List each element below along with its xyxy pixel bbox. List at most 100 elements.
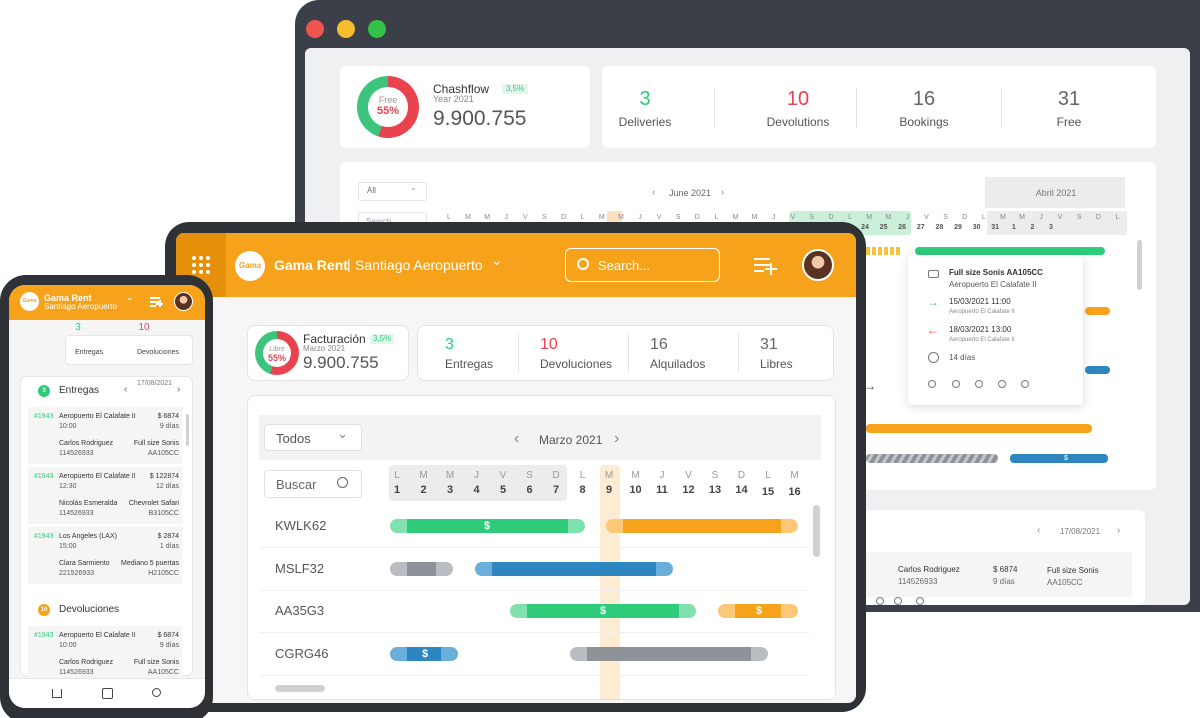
gantt-search-icon: [337, 477, 348, 488]
delivery-item[interactable]: [28, 626, 182, 683]
day-number: 12: [682, 484, 695, 496]
menu-dot: [206, 263, 210, 267]
popup-duration: 14 días: [949, 353, 976, 362]
phone-stats-card: [65, 335, 193, 365]
gantt-search[interactable]: [264, 470, 362, 498]
popup-icon[interactable]: [975, 380, 983, 388]
day-number: 30: [972, 224, 981, 231]
day-letter: S: [526, 470, 533, 481]
filter-dropdown[interactable]: [264, 424, 362, 451]
list-prev: ‹: [1037, 525, 1041, 536]
window-max[interactable]: [368, 20, 386, 38]
list-next: ›: [177, 384, 181, 395]
list-date: 17/08/2021: [137, 380, 173, 387]
add-list-line[interactable]: [754, 258, 770, 260]
popup-icon[interactable]: [998, 380, 1006, 388]
logo-text: Gama: [22, 298, 37, 304]
day-number: 1: [393, 484, 401, 496]
list-icon: [876, 597, 884, 605]
popup-icon[interactable]: [952, 380, 960, 388]
day-letter: M: [631, 470, 640, 481]
item-phone: 114526933: [59, 669, 94, 676]
day-letter: V: [685, 470, 692, 481]
nav-search[interactable]: [152, 688, 161, 697]
ring-label: Free: [378, 95, 398, 106]
delivery-item[interactable]: [28, 467, 182, 524]
delivery-item[interactable]: [28, 407, 182, 464]
item-id: #1943: [34, 473, 54, 480]
count-badge: [38, 385, 50, 397]
in-arrow: ←: [927, 323, 939, 337]
popup-icon[interactable]: [928, 380, 936, 388]
add-list-line[interactable]: [150, 301, 160, 303]
stat-divider: [856, 88, 857, 128]
item-name: Carlos Rodriguez: [59, 659, 114, 666]
day-number: 4: [473, 484, 480, 496]
menu-dot: [199, 270, 203, 274]
search-field[interactable]: [565, 248, 720, 282]
bar-marker: $: [599, 605, 607, 617]
day-letter: M: [732, 214, 739, 221]
add-list-line[interactable]: [754, 264, 770, 266]
item-days: 9 días: [159, 642, 179, 649]
plate: AA35G3: [275, 603, 325, 618]
avatar[interactable]: [802, 249, 834, 281]
day-letter: J: [638, 214, 642, 221]
nav-home[interactable]: [52, 689, 62, 698]
gantt-bar: [915, 247, 1105, 255]
window-close[interactable]: [306, 20, 324, 38]
day-letter: V: [523, 214, 528, 221]
day-number: 31: [991, 224, 1000, 231]
day-letter: M: [999, 214, 1006, 221]
popup-icon[interactable]: [1021, 380, 1029, 388]
delivery-item[interactable]: [28, 527, 182, 584]
search-icon: [577, 258, 589, 270]
add-list-line[interactable]: [150, 305, 156, 307]
today-stripe: [600, 465, 620, 700]
day-letter: D: [561, 214, 567, 221]
location-chevron: ⌄: [491, 252, 503, 268]
section-title: Entregas: [59, 385, 100, 396]
plate: KWLK62: [275, 518, 327, 533]
stat-value: 31: [1057, 88, 1081, 110]
day-letter: V: [924, 214, 929, 221]
booking-bar-core: [527, 604, 679, 618]
tablet-header: [176, 233, 856, 297]
day-number: 7: [552, 484, 560, 496]
add-plus-v: [770, 263, 772, 275]
list-icon: [894, 597, 902, 605]
item-car: Mediano 5 puertas: [121, 560, 179, 567]
day-letter: L: [580, 214, 585, 221]
list-next: ›: [1117, 525, 1121, 536]
add-list-line[interactable]: [754, 270, 764, 272]
day-letter: M: [445, 470, 455, 481]
billing-amount: 9.900.755: [303, 353, 379, 372]
cashflow-badge: 3,5%: [502, 84, 529, 94]
day-number: 2: [420, 484, 427, 496]
item-days: 12 días: [156, 483, 179, 490]
gantt-bar: [1085, 366, 1110, 374]
gantt-bar: [866, 424, 1092, 433]
row-divider: [259, 675, 809, 676]
day-letter: L: [1115, 214, 1120, 221]
stat-label: Entregas: [445, 357, 494, 371]
nav-calendar[interactable]: [102, 688, 113, 699]
item-price: $ 6874: [157, 632, 179, 639]
day-letter: L: [579, 470, 586, 481]
item-time: 10:00: [59, 642, 77, 649]
list-name: Carlos Rodriguez: [898, 565, 960, 574]
day-letter: D: [694, 214, 700, 221]
stat-label: Alquilados: [650, 357, 706, 371]
brand: Gama Rent: [274, 257, 348, 273]
month-label: June 2021: [668, 188, 712, 198]
ring-value: 55%: [267, 352, 286, 363]
day-letter: L: [765, 470, 771, 481]
item-days: 9 días: [159, 423, 179, 430]
item-car: Full size Sonis: [133, 440, 179, 447]
avatar[interactable]: [174, 292, 193, 311]
filter-dropdown[interactable]: [358, 182, 427, 201]
add-list-line[interactable]: [150, 297, 160, 299]
item-place: Aeropuerto El Calafate II: [59, 632, 136, 639]
stats-card: [602, 66, 1156, 148]
window-min[interactable]: [337, 20, 355, 38]
